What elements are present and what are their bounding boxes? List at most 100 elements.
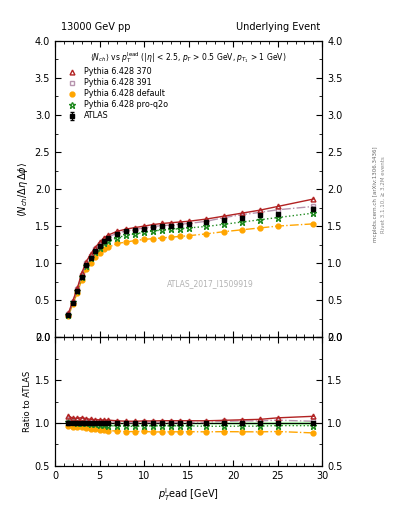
Pythia 6.428 391 bbox=[240, 211, 244, 218]
Pythia 6.428 pro-q2o bbox=[124, 232, 129, 239]
Pythia 6.428 391 bbox=[311, 203, 316, 209]
Line: Pythia 6.428 370: Pythia 6.428 370 bbox=[66, 197, 316, 316]
Pythia 6.428 default bbox=[133, 238, 138, 244]
Pythia 6.428 370 bbox=[102, 235, 107, 241]
Pythia 6.428 default bbox=[275, 223, 280, 229]
Pythia 6.428 default bbox=[106, 244, 111, 250]
Pythia 6.428 370 bbox=[240, 210, 244, 216]
Pythia 6.428 370 bbox=[222, 213, 227, 219]
Pythia 6.428 370 bbox=[177, 219, 182, 225]
Pythia 6.428 370 bbox=[93, 244, 97, 250]
Pythia 6.428 default bbox=[311, 221, 316, 227]
Pythia 6.428 391 bbox=[66, 311, 71, 317]
Pythia 6.428 370 bbox=[204, 216, 209, 222]
Pythia 6.428 370 bbox=[84, 259, 88, 265]
Pythia 6.428 default bbox=[84, 266, 88, 272]
Pythia 6.428 pro-q2o bbox=[75, 288, 80, 294]
Pythia 6.428 391 bbox=[124, 228, 129, 234]
Pythia 6.428 391 bbox=[88, 252, 93, 259]
Pythia 6.428 391 bbox=[133, 226, 138, 232]
Pythia 6.428 default bbox=[169, 234, 173, 240]
Pythia 6.428 default bbox=[204, 231, 209, 237]
Text: 13000 GeV pp: 13000 GeV pp bbox=[61, 22, 130, 32]
Text: $\langle N_{ch}\rangle$ vs $p_T^{\mathrm{lead}}$ ($|\eta|$ < 2.5, $p_T$ > 0.5 Ge: $\langle N_{ch}\rangle$ vs $p_T^{\mathrm… bbox=[90, 50, 287, 65]
Pythia 6.428 pro-q2o bbox=[133, 231, 138, 237]
Pythia 6.428 391 bbox=[102, 237, 107, 243]
Text: Rivet 3.1.10, ≥ 3.2M events: Rivet 3.1.10, ≥ 3.2M events bbox=[381, 156, 386, 233]
Legend: Pythia 6.428 370, Pythia 6.428 391, Pythia 6.428 default, Pythia 6.428 pro-q2o, : Pythia 6.428 370, Pythia 6.428 391, Pyth… bbox=[62, 66, 170, 122]
Pythia 6.428 370 bbox=[75, 285, 80, 291]
Line: Pythia 6.428 default: Pythia 6.428 default bbox=[66, 221, 316, 318]
Pythia 6.428 370 bbox=[97, 239, 102, 245]
Pythia 6.428 pro-q2o bbox=[66, 312, 71, 318]
Pythia 6.428 391 bbox=[275, 207, 280, 213]
Pythia 6.428 pro-q2o bbox=[70, 300, 75, 306]
Pythia 6.428 default bbox=[115, 241, 120, 247]
X-axis label: $p_T^{\mathrm{l}}$ead [GeV]: $p_T^{\mathrm{l}}$ead [GeV] bbox=[158, 486, 219, 503]
Line: Pythia 6.428 pro-q2o: Pythia 6.428 pro-q2o bbox=[65, 210, 316, 318]
Pythia 6.428 391 bbox=[169, 222, 173, 228]
Pythia 6.428 391 bbox=[93, 246, 97, 252]
Pythia 6.428 pro-q2o bbox=[204, 223, 209, 229]
Pythia 6.428 370 bbox=[275, 203, 280, 209]
Pythia 6.428 pro-q2o bbox=[97, 245, 102, 251]
Pythia 6.428 default bbox=[151, 236, 155, 242]
Pythia 6.428 391 bbox=[84, 261, 88, 267]
Pythia 6.428 391 bbox=[115, 230, 120, 236]
Pythia 6.428 370 bbox=[257, 207, 262, 213]
Text: mcplots.cern.ch [arXiv:1306.3436]: mcplots.cern.ch [arXiv:1306.3436] bbox=[373, 147, 378, 242]
Pythia 6.428 391 bbox=[160, 223, 164, 229]
Pythia 6.428 370 bbox=[106, 232, 111, 238]
Pythia 6.428 pro-q2o bbox=[115, 234, 120, 241]
Pythia 6.428 370 bbox=[88, 251, 93, 258]
Y-axis label: $\langle N_{ch}/\Delta\eta\,\Delta\phi\rangle$: $\langle N_{ch}/\Delta\eta\,\Delta\phi\r… bbox=[17, 161, 31, 217]
Pythia 6.428 370 bbox=[133, 224, 138, 230]
Pythia 6.428 pro-q2o bbox=[142, 229, 147, 236]
Pythia 6.428 pro-q2o bbox=[106, 238, 111, 244]
Pythia 6.428 370 bbox=[70, 298, 75, 304]
Pythia 6.428 pro-q2o bbox=[275, 215, 280, 221]
Pythia 6.428 pro-q2o bbox=[240, 219, 244, 225]
Pythia 6.428 370 bbox=[160, 220, 164, 226]
Pythia 6.428 pro-q2o bbox=[177, 226, 182, 232]
Pythia 6.428 default bbox=[142, 237, 147, 243]
Pythia 6.428 default bbox=[79, 276, 84, 283]
Pythia 6.428 370 bbox=[79, 270, 84, 276]
Pythia 6.428 default bbox=[222, 228, 227, 234]
Pythia 6.428 370 bbox=[115, 228, 120, 234]
Pythia 6.428 370 bbox=[66, 310, 71, 316]
Pythia 6.428 391 bbox=[97, 241, 102, 247]
Pythia 6.428 default bbox=[160, 235, 164, 241]
Pythia 6.428 391 bbox=[204, 218, 209, 224]
Pythia 6.428 default bbox=[88, 260, 93, 266]
Pythia 6.428 default bbox=[177, 233, 182, 240]
Pythia 6.428 pro-q2o bbox=[102, 241, 107, 247]
Pythia 6.428 pro-q2o bbox=[222, 221, 227, 227]
Pythia 6.428 default bbox=[102, 246, 107, 252]
Pythia 6.428 pro-q2o bbox=[169, 226, 173, 232]
Pythia 6.428 default bbox=[66, 313, 71, 319]
Pythia 6.428 pro-q2o bbox=[311, 210, 316, 216]
Pythia 6.428 370 bbox=[124, 226, 129, 232]
Pythia 6.428 pro-q2o bbox=[79, 274, 84, 280]
Pythia 6.428 370 bbox=[169, 220, 173, 226]
Pythia 6.428 391 bbox=[222, 215, 227, 221]
Pythia 6.428 370 bbox=[151, 222, 155, 228]
Pythia 6.428 391 bbox=[151, 223, 155, 229]
Pythia 6.428 370 bbox=[142, 223, 147, 229]
Pythia 6.428 391 bbox=[79, 272, 84, 278]
Pythia 6.428 default bbox=[240, 227, 244, 233]
Pythia 6.428 391 bbox=[106, 234, 111, 240]
Pythia 6.428 pro-q2o bbox=[257, 217, 262, 223]
Pythia 6.428 default bbox=[124, 239, 129, 245]
Pythia 6.428 391 bbox=[75, 286, 80, 292]
Pythia 6.428 pro-q2o bbox=[88, 255, 93, 261]
Text: Underlying Event: Underlying Event bbox=[236, 22, 320, 32]
Pythia 6.428 pro-q2o bbox=[186, 225, 191, 231]
Text: ATLAS_2017_I1509919: ATLAS_2017_I1509919 bbox=[167, 280, 253, 288]
Pythia 6.428 default bbox=[186, 232, 191, 239]
Pythia 6.428 default bbox=[93, 254, 97, 260]
Pythia 6.428 pro-q2o bbox=[84, 263, 88, 269]
Pythia 6.428 default bbox=[257, 225, 262, 231]
Pythia 6.428 pro-q2o bbox=[160, 227, 164, 233]
